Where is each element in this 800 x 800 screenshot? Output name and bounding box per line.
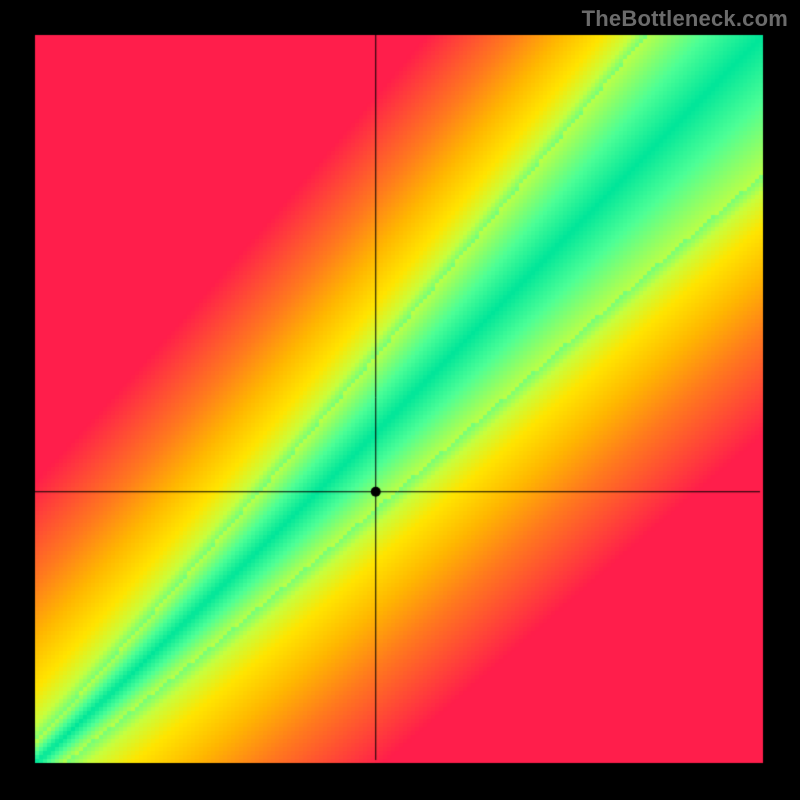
chart-root: TheBottleneck.com: [0, 0, 800, 800]
heatmap-canvas: [0, 0, 800, 800]
watermark-text: TheBottleneck.com: [582, 6, 788, 32]
